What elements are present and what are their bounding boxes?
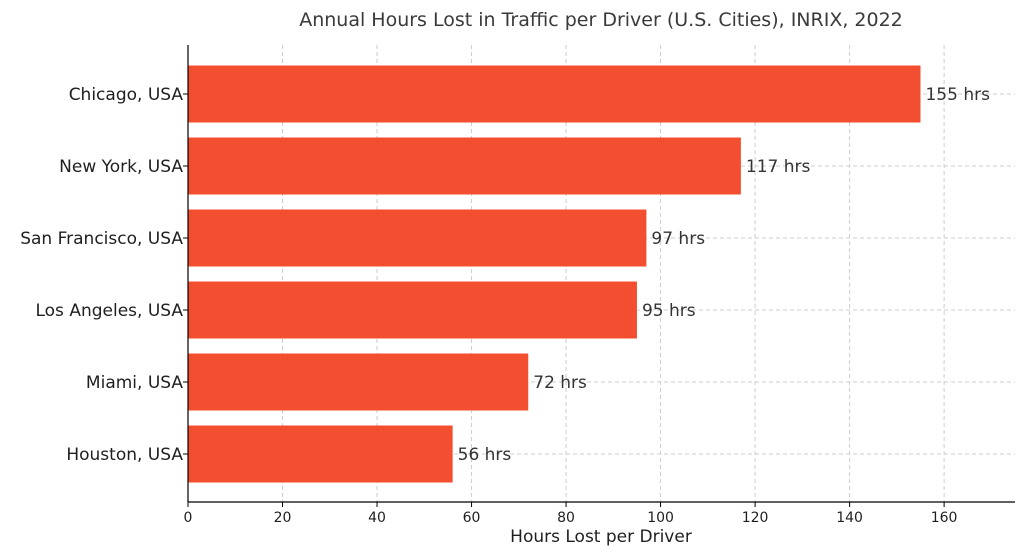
x-tick-label: 160 [931, 510, 958, 526]
category-label: Los Angeles, USA [35, 301, 183, 321]
data-label: 95 hrs [642, 301, 696, 321]
x-ticks: 0 20 40 60 80 100 120 140 160 [183, 93, 958, 526]
x-tick-label: 60 [463, 510, 481, 526]
x-tick-label: 120 [742, 510, 769, 526]
bar [188, 281, 637, 339]
chart-title: Annual Hours Lost in Traffic per Driver … [299, 9, 903, 31]
data-label: 56 hrs [458, 445, 512, 465]
bar [188, 137, 741, 195]
data-label: 72 hrs [533, 373, 587, 393]
bar [188, 209, 647, 267]
x-tick-label: 20 [274, 510, 292, 526]
category-label: Houston, USA [66, 445, 183, 465]
bars [188, 65, 921, 483]
category-labels: Chicago, USA New York, USA San Francisco, … [20, 85, 183, 465]
category-label: Chicago, USA [69, 85, 184, 105]
data-label: 117 hrs [746, 157, 811, 177]
x-tick-label: 140 [836, 510, 863, 526]
x-tick-label: 80 [557, 510, 575, 526]
value-labels: 155 hrs 117 hrs 97 hrs 95 hrs 72 hrs 56 hrs [458, 85, 990, 465]
x-tick-label: 100 [647, 510, 674, 526]
x-tick-label: 0 [184, 510, 193, 526]
category-label: Miami, USA [86, 373, 183, 393]
x-tick-label: 40 [368, 510, 386, 526]
bar [188, 425, 453, 483]
bar [188, 353, 529, 411]
data-label: 155 hrs [925, 85, 990, 105]
x-axis-label: Hours Lost per Driver [510, 527, 692, 547]
category-label: San Francisco, USA [20, 229, 183, 249]
category-label: New York, USA [59, 157, 183, 177]
data-label: 97 hrs [651, 229, 705, 249]
axes [187, 45, 1015, 503]
bar [188, 65, 921, 123]
